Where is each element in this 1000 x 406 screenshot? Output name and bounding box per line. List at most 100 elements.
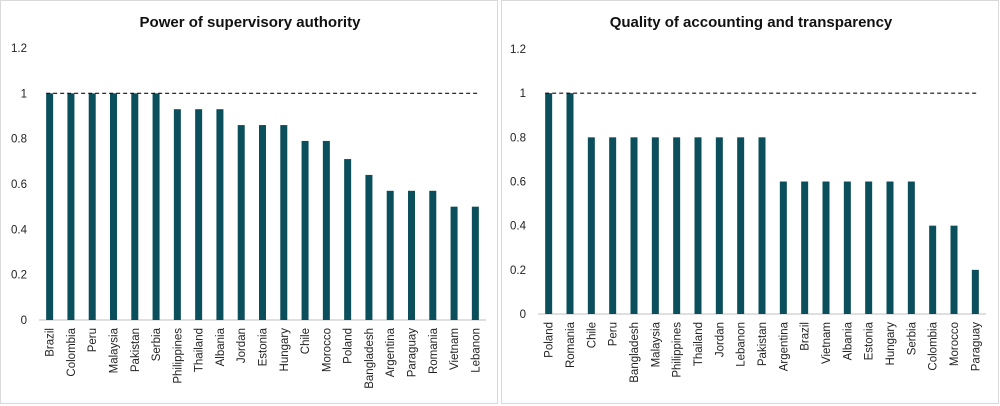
y-tick-label: 0.6 [510, 177, 526, 189]
bar-philippines [173, 109, 181, 320]
y-tick-label: 1.2 [11, 43, 27, 55]
bar-poland [344, 159, 352, 320]
y-tick-label: 1.2 [510, 44, 526, 56]
y-tick-label: 0.8 [510, 132, 526, 144]
y-tick-label: 0.2 [510, 265, 526, 277]
bar-romania [566, 93, 574, 315]
x-tick-label: Estonia [258, 327, 270, 366]
y-tick-label: 0 [21, 315, 27, 327]
bar-romania [429, 190, 437, 320]
bar-brazil [801, 181, 809, 314]
y-tick-label: 0.8 [11, 134, 27, 146]
x-tick-label: Peru [87, 328, 99, 352]
bar-argentina [386, 190, 394, 320]
bar-malaysia [651, 137, 659, 314]
bar-jordan [715, 137, 723, 314]
x-tick-label: Romania [565, 321, 577, 368]
x-tick-label: Thailand [693, 322, 705, 366]
bar-colombia [929, 225, 937, 314]
bar-chile [301, 140, 309, 320]
x-tick-label: Philippines [672, 322, 684, 378]
chart-panel-accounting: Quality of accounting and transparency 0… [501, 0, 999, 404]
x-tick-label: Serbia [151, 327, 163, 361]
y-tick-label: 0.6 [11, 179, 27, 191]
bar-peru [609, 137, 617, 314]
x-tick-label: Romania [428, 327, 440, 374]
bar-poland [545, 93, 553, 315]
x-tick-label: Hungary [885, 322, 897, 366]
bar-pakistan [131, 93, 139, 320]
bar-jordan [237, 125, 245, 320]
x-tick-label: Brazil [45, 328, 57, 357]
x-tick-label: Estonia [864, 321, 876, 360]
bar-colombia [67, 93, 75, 320]
y-tick-label: 0.4 [11, 224, 28, 236]
bar-lebanon [471, 206, 479, 320]
y-tick-label: 0.2 [11, 270, 27, 282]
x-tick-label: Malaysia [109, 327, 121, 373]
x-tick-label: Chile [300, 328, 312, 354]
x-tick-label: Poland [343, 328, 355, 364]
x-tick-label: Paraguay [407, 328, 419, 377]
bar-serbia [907, 181, 915, 314]
chart-supervisory-authority: Power of supervisory authority 0 0.2 0.4 0.… [11, 14, 486, 389]
bar-vietnam [450, 206, 458, 320]
bar-thailand [694, 137, 702, 314]
x-tick-label: Colombia [66, 327, 78, 376]
bar-philippines [673, 137, 681, 314]
x-tick-label: Chile [586, 322, 598, 348]
x-tick-label: Hungary [279, 328, 291, 372]
bar-hungary [280, 125, 288, 320]
x-tick-label: Colombia [928, 321, 940, 370]
chart-title: Power of supervisory authority [140, 14, 362, 31]
x-tick-label: Albania [215, 327, 227, 366]
bar-paraguay [408, 190, 415, 320]
x-tick-label: Bangladesh [629, 322, 641, 383]
x-tick-label: Malaysia [650, 321, 662, 367]
x-tick-label: Lebanon [470, 328, 482, 373]
bar-brazil [46, 93, 54, 320]
x-tick-label: Pakistan [757, 322, 769, 366]
bar-morocco [322, 140, 330, 320]
bar-malaysia [110, 93, 117, 320]
bar-pakistan [758, 137, 766, 314]
x-tick-label: Pakistan [130, 328, 142, 372]
x-tick-label: Albania [842, 321, 854, 360]
bar-argentina [779, 181, 787, 314]
x-tick-label: Philippines [172, 328, 184, 384]
y-tick-label: 0 [520, 309, 526, 321]
chart-title: Quality of accounting and transparency [610, 14, 893, 31]
bar-serbia [152, 93, 160, 320]
bar-bangladesh [365, 174, 373, 320]
bar-vietnam [822, 181, 830, 314]
bar-morocco [950, 225, 958, 314]
x-tick-label: Brazil [800, 322, 812, 351]
bar-albania [216, 109, 224, 320]
x-tick-label: Thailand [194, 328, 206, 372]
bar-peru [88, 93, 96, 320]
bar-estonia [865, 181, 873, 314]
chart-panel-supervisory: Power of supervisory authority 0 0.2 0.4 0.… [0, 0, 498, 404]
x-tick-label: Vietnam [449, 328, 461, 370]
bar-hungary [886, 181, 894, 314]
x-tick-label: Morocco [321, 328, 333, 372]
bar-estonia [259, 125, 266, 320]
x-tick-label: Argentina [385, 327, 397, 377]
x-tick-label: Lebanon [736, 322, 748, 367]
y-tick-label: 1 [21, 88, 27, 100]
y-tick-label: 0.4 [510, 221, 527, 233]
x-tick-label: Jordan [714, 322, 726, 357]
x-tick-label: Paraguay [970, 322, 982, 371]
x-tick-label: Morocco [949, 322, 961, 366]
chart-accounting-transparency: Quality of accounting and transparency 0… [510, 14, 986, 383]
bar-thailand [195, 109, 203, 320]
x-tick-label: Vietnam [821, 322, 833, 364]
x-tick-label: Peru [608, 322, 620, 346]
y-tick-label: 1 [520, 88, 526, 100]
bar-chile [587, 137, 595, 314]
x-tick-label: Bangladesh [364, 328, 376, 389]
x-tick-label: Poland [544, 322, 556, 358]
x-tick-label: Argentina [778, 321, 790, 371]
bar-albania [843, 181, 851, 314]
bar-bangladesh [630, 137, 638, 314]
